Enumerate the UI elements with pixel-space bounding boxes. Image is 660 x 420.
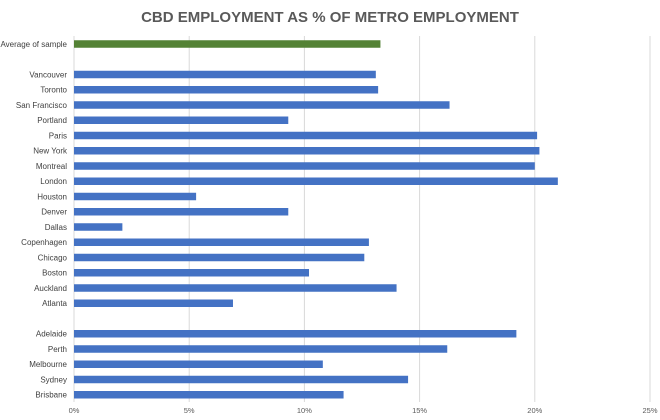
category-label: San Francisco [16,101,68,110]
x-axis-ticks: 0% 5% 10% 15% 20% 25% [69,406,658,415]
bar [74,223,123,231]
category-label: Houston [37,192,67,201]
category-label: Perth [48,345,67,354]
bar [74,299,233,307]
bar [74,162,535,170]
category-label: Dallas [45,223,67,232]
bar [74,208,289,216]
bar [74,391,344,399]
bars [74,40,558,399]
x-tick-label: 20% [527,406,542,415]
bar [74,192,197,201]
category-label: Auckland [34,284,67,293]
category-label: Vancouver [29,70,67,79]
bar [74,40,381,48]
category-label: Chicago [38,253,68,262]
x-tick-label: 15% [412,406,427,415]
bar [74,177,558,185]
category-label: Paris [49,131,67,140]
category-label: New York [33,147,68,156]
bar [74,131,538,140]
bar [74,375,409,384]
category-label: London [40,177,67,186]
bar [74,253,365,262]
category-labels: Average of sample Vancouver Toronto San Fra… [0,40,68,400]
chart-title: CBD EMPLOYMENT AS % OF METRO EMPLOYMENT [141,9,519,26]
category-label: Portland [37,116,67,125]
category-label: Toronto [40,86,67,95]
category-label: Average of sample [0,40,67,49]
bar [74,238,369,246]
bar [74,345,448,353]
category-label: Sydney [40,375,67,384]
x-tick-label: 25% [642,406,657,415]
bar [74,360,323,368]
bar [74,116,289,124]
category-label: Adelaide [36,330,68,339]
bar [74,284,397,292]
x-tick-label: 0% [69,406,80,415]
category-label: Atlanta [42,299,67,308]
bar [74,70,376,79]
bar [74,147,540,155]
category-label: Montreal [36,162,67,171]
bar [74,269,310,277]
x-tick-label: 10% [297,406,312,415]
category-label: Melbourne [29,360,67,369]
bar [74,86,379,94]
category-label: Copenhagen [21,238,67,247]
x-tick-label: 5% [184,406,195,415]
gridlines [73,36,651,402]
category-label: Boston [42,269,67,278]
category-label: Denver [41,208,67,217]
category-label: Brisbane [35,391,67,400]
bar [74,330,517,338]
bar [74,101,450,109]
